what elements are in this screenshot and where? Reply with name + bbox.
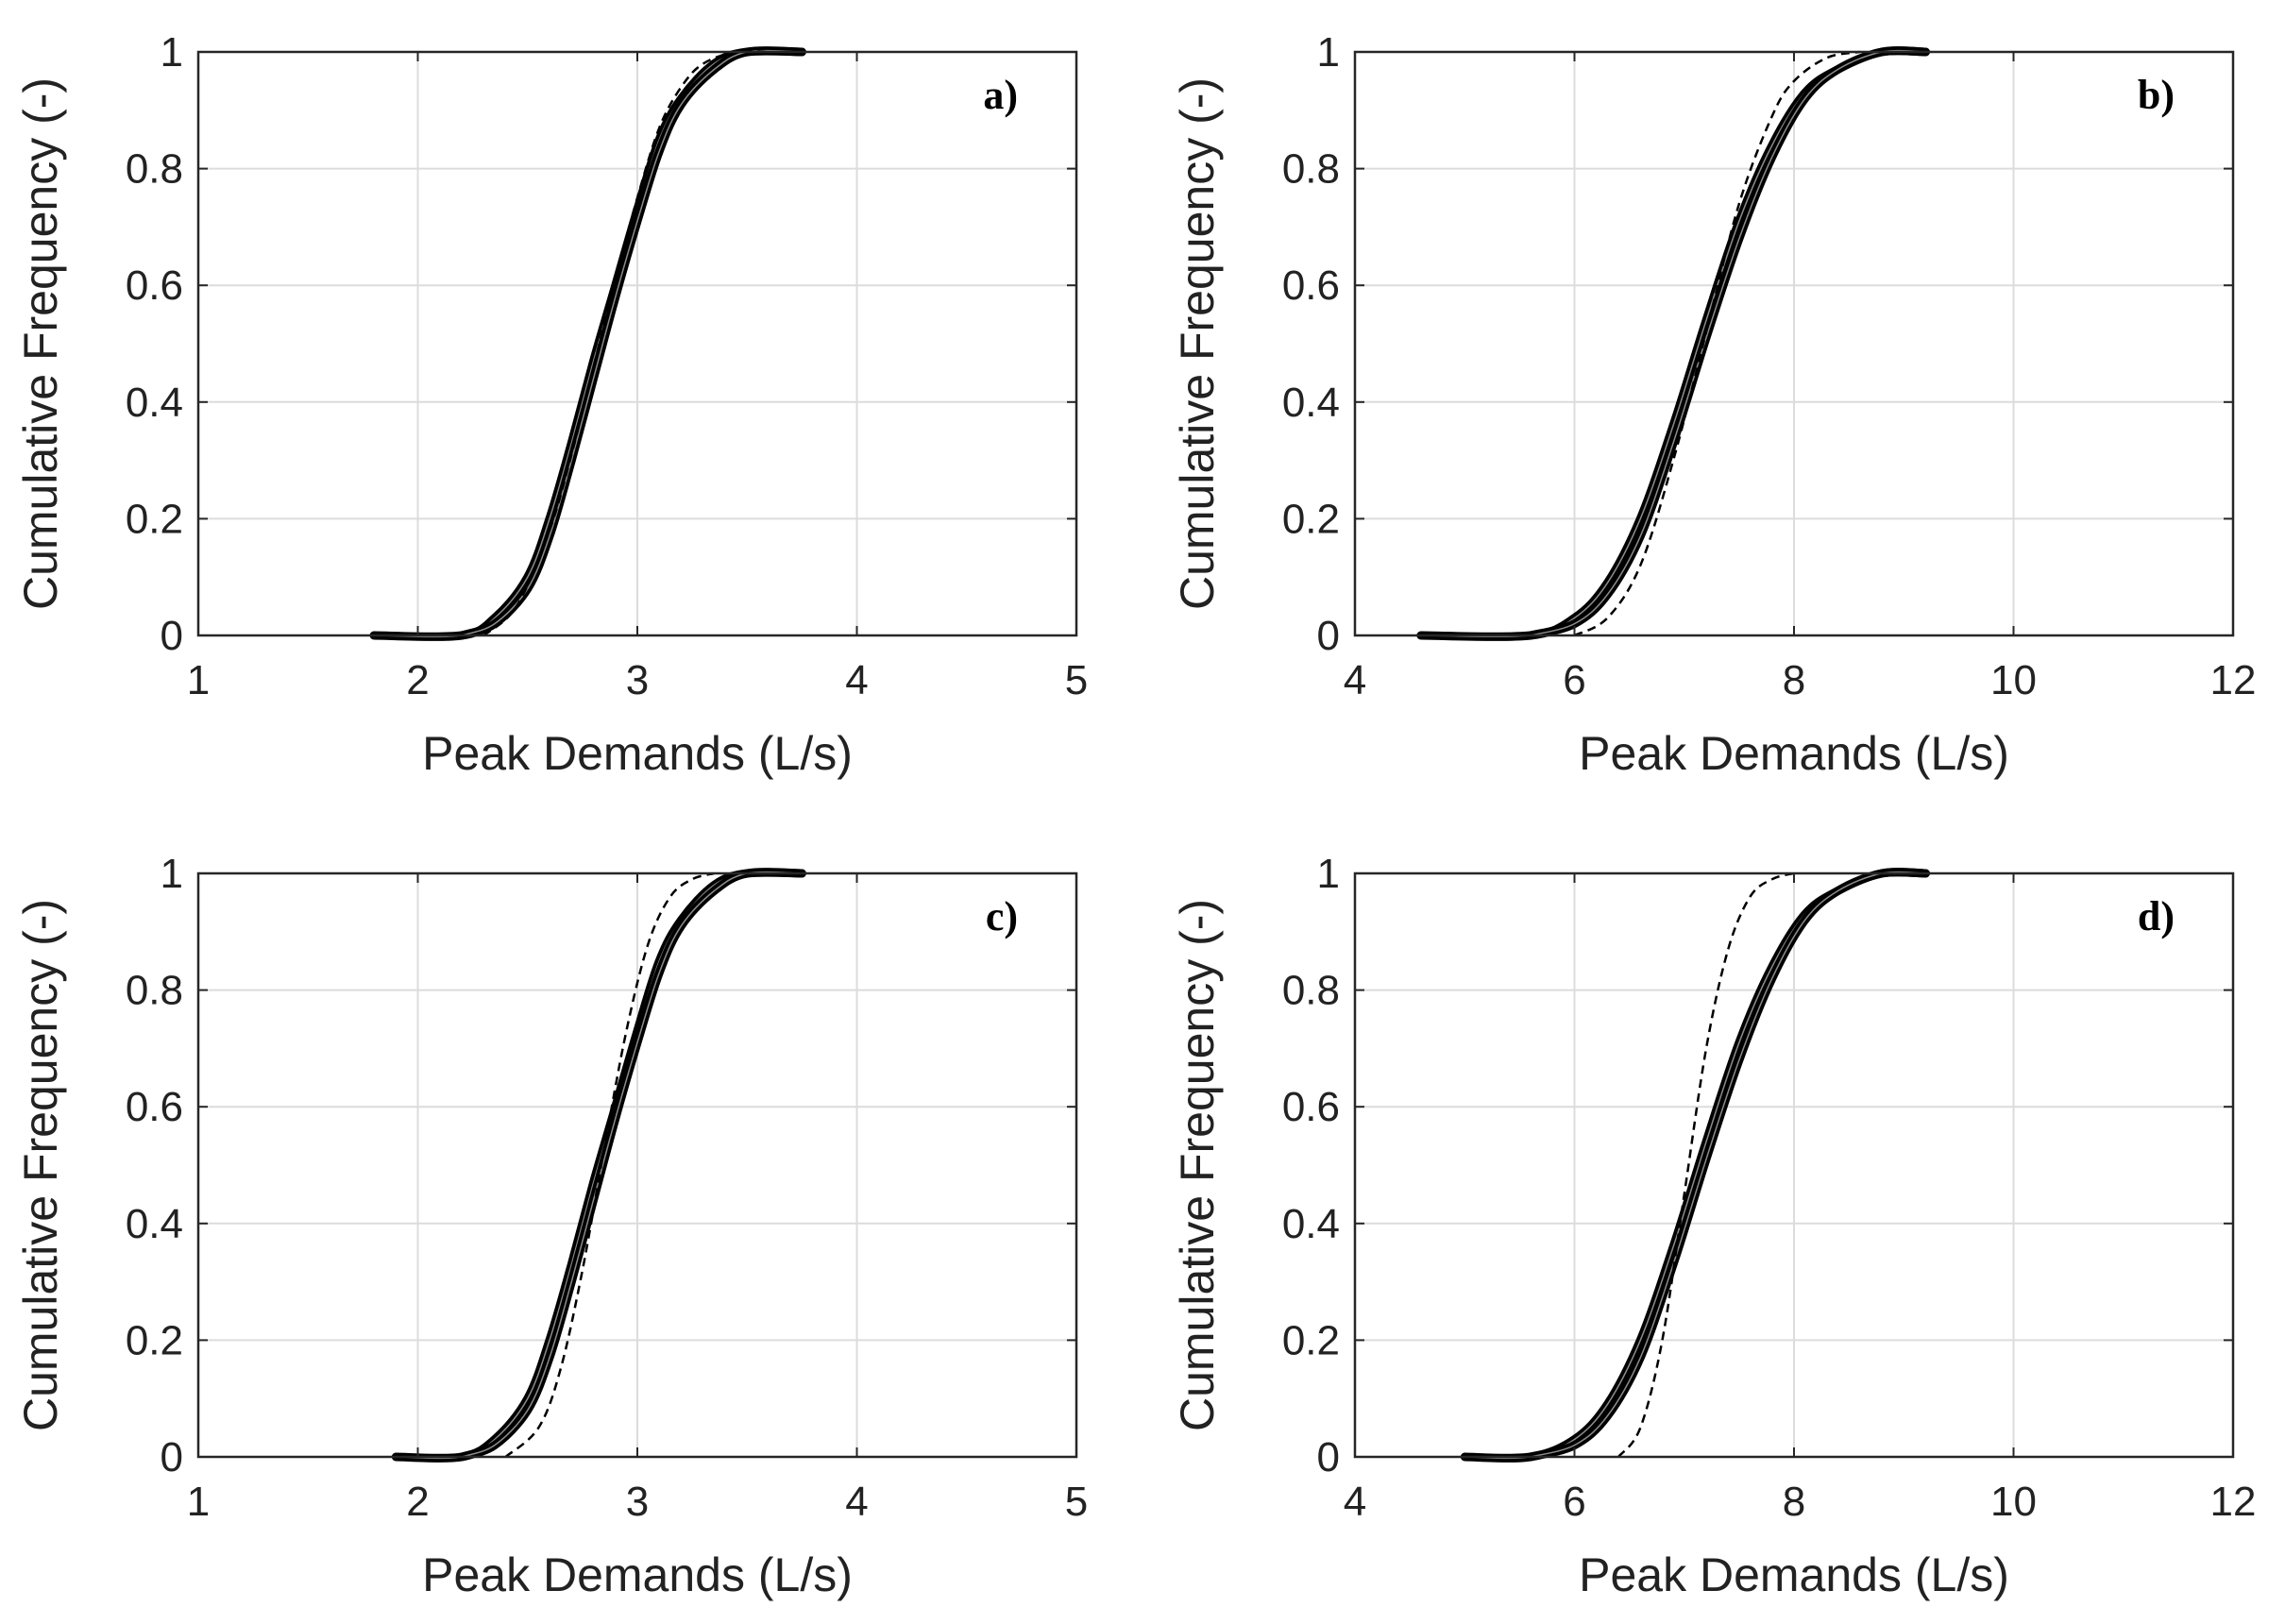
y-tick-label: 0.2 [1282,496,1340,542]
series-line-dashed [482,49,770,636]
x-tick-label: 1 [187,1479,210,1525]
x-tick-label: 6 [1563,1479,1585,1525]
y-tick-label: 1 [161,851,183,897]
x-axis-title: Peak Demands (L/s) [422,727,853,780]
x-tick-label: 4 [1344,1479,1366,1525]
x-tick-label: 2 [406,1479,429,1525]
x-tick-label: 12 [2210,657,2257,703]
y-tick-label: 0.4 [1282,380,1340,426]
y-axis-title: Cumulative Frequency (-) [1171,899,1224,1431]
x-axis-title: Peak Demands (L/s) [1579,1548,2009,1601]
panel-label: a) [983,72,1018,118]
y-tick-label: 0.2 [126,1317,183,1363]
y-tick-label: 0.4 [126,380,183,426]
y-tick-label: 0.4 [126,1201,183,1247]
x-tick-label: 4 [845,1479,868,1525]
y-tick-label: 1 [161,29,183,76]
y-tick-label: 0.6 [1282,262,1340,309]
y-tick-label: 0 [161,613,183,659]
x-tick-label: 3 [626,657,649,703]
panel-label: c) [986,893,1018,939]
y-tick-label: 0 [1317,613,1340,659]
series-line-dashed [1617,871,1795,1458]
x-tick-label: 5 [1065,1479,1088,1525]
series-line-dashed [1573,50,1861,637]
chart-panel-1: 1 2 3 4 5 0 0.2 0.4 0.6 0.8 1 Peak Demands (L/s) Cum… [14,29,1088,780]
y-tick-label: 0.4 [1282,1201,1340,1247]
y-tick-label: 0.8 [1282,146,1340,193]
series-line-highlight [1530,49,1926,636]
y-tick-label: 0.6 [126,1084,183,1130]
x-tick-label: 8 [1783,657,1805,703]
y-tick-label: 0.2 [1282,1317,1340,1363]
x-tick-label: 4 [845,657,868,703]
x-tick-label: 2 [406,657,429,703]
x-tick-label: 6 [1563,657,1585,703]
x-tick-label: 4 [1344,657,1366,703]
y-tick-label: 0.8 [1282,968,1340,1014]
series-line-highlight [461,871,803,1458]
x-axis-title: Peak Demands (L/s) [422,1548,853,1601]
x-tick-label: 1 [187,657,210,703]
chart-panel-3: 1 2 3 4 5 0 0.2 0.4 0.6 0.8 1 Peak Demands (L/s) Cum… [14,851,1088,1601]
x-tick-label: 10 [1990,657,2037,703]
x-tick-label: 8 [1783,1479,1805,1525]
x-tick-label: 10 [1990,1479,2037,1525]
chart-panel-2: 4 6 8 10 12 0 0.2 0.4 0.6 0.8 1 Peak Demands (L/s) C… [1171,29,2256,780]
series-line-highlight [1530,871,1926,1458]
y-tick-label: 0.6 [1282,1084,1340,1130]
x-tick-label: 3 [626,1479,649,1525]
chart-panel-4: 4 6 8 10 12 0 0.2 0.4 0.6 0.8 1 Peak Demands (L/s) C… [1171,851,2256,1601]
x-axis-title: Peak Demands (L/s) [1579,727,2009,780]
panel-label: d) [2138,893,2175,939]
series-line-highlight [461,49,803,636]
y-tick-label: 0 [1317,1434,1340,1480]
y-tick-label: 0.8 [126,146,183,193]
y-tick-label: 0.8 [126,968,183,1014]
y-axis-title: Cumulative Frequency (-) [14,77,67,610]
y-tick-label: 0.2 [126,496,183,542]
y-axis-title: Cumulative Frequency (-) [1171,77,1224,610]
x-tick-label: 5 [1065,657,1088,703]
y-tick-label: 0.6 [126,262,183,309]
y-tick-label: 0 [161,1434,183,1480]
y-tick-label: 1 [1317,29,1340,76]
y-axis-title: Cumulative Frequency (-) [14,899,67,1431]
y-tick-label: 1 [1317,851,1340,897]
x-tick-label: 12 [2210,1479,2257,1525]
series-line-dashed [504,871,715,1458]
panel-label: b) [2138,72,2175,118]
